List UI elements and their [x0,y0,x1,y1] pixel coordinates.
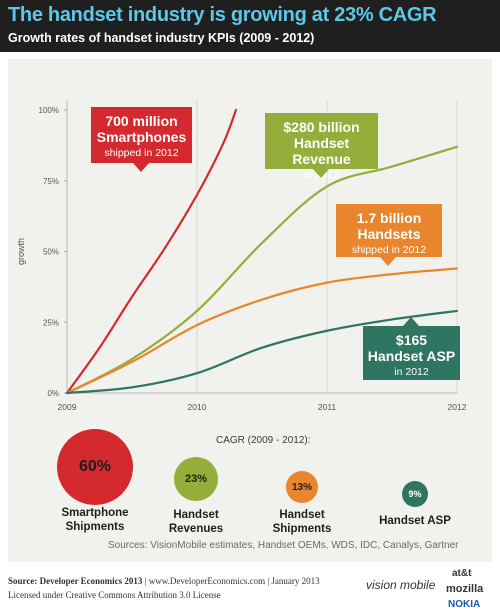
footer-source-label: Source: Developer Economics 2013 [8,576,143,586]
att-logo: at&t [452,568,472,579]
callout-caption: shipped in 2012 [104,147,179,159]
cagr-title: CAGR (2009 - 2012): [216,435,311,446]
callout-shipments: 1.7 billion Handsets shipped in 2012 [336,204,442,266]
series-line-smartphones [65,108,238,395]
series-line-shipments [65,267,459,395]
mozilla-logo: mozilla [446,583,484,595]
visionmobile-logo: vision mobile [366,578,436,592]
callout-pointer [133,163,149,172]
series-line-asp [65,309,459,395]
cagr-value: 9% [408,489,422,499]
y-tick-label: 50% [43,248,59,257]
cagr-label: Handset ASP [379,515,451,527]
y-tick-label: 100% [39,106,59,115]
cagr-bubble: 23% [174,457,218,501]
nokia-logo: NOKIA [448,599,481,610]
series-line-revenue [65,145,459,395]
cagr-label: Handset Shipments [272,509,332,535]
callout-smartphones: 700 million Smartphones shipped in 2012 [91,107,192,172]
y-axis-label: growth [16,238,26,265]
y-tick-label: 0% [47,389,59,398]
cagr-label: Smartphone Shipments [61,507,129,533]
callout-caption: in 2012 [394,366,429,378]
cagr-label: Handset Revenues [168,509,224,535]
y-tick-label: 25% [43,318,59,327]
x-tick-label: 2010 [188,402,207,412]
callout-headline: 700 million Smartphones [96,113,187,145]
cagr-bubble: 60% [57,429,133,505]
x-tick-label: 2011 [318,402,337,412]
footer-license: Licensed under Creative Commons Attribut… [8,590,221,600]
sources-note: Sources: VisionMobile estimates, Handset… [108,540,459,551]
callout-pointer [403,317,419,326]
page-subtitle: Growth rates of handset industry KPIs (2… [8,31,315,45]
cagr-bubble: 9% [402,481,428,507]
cagr-value: 60% [78,458,112,475]
x-tick-label: 2012 [448,402,467,412]
callout-headline: $280 billion Handset Revenue [283,119,360,167]
cagr-value: 23% [184,473,208,485]
callout-asp: $165 Handset ASP in 2012 [363,317,460,380]
footer-source: Source: Developer Economics 2013 | www.D… [8,576,320,586]
page-title: The handset industry is growing at 23% C… [8,4,437,26]
callout-headline: $165 Handset ASP [367,332,456,364]
callout-pointer [380,257,396,266]
header-bar: The handset industry is growing at 23% C… [0,0,500,52]
y-tick-label: 75% [43,177,59,186]
x-tick-label: 2009 [58,402,77,412]
footer-source-rest: | www.DeveloperEconomics.com | January 2… [142,576,320,586]
callout-caption: shipped in 2012 [351,244,427,256]
callout-headline: 1.7 billion Handsets [356,210,422,242]
cagr-value: 13% [291,481,312,493]
cagr-bubble: 13% [286,471,318,503]
callout-revenue: $280 billion Handset Revenue in 2012 [265,113,378,181]
callout-pointer [313,169,329,178]
